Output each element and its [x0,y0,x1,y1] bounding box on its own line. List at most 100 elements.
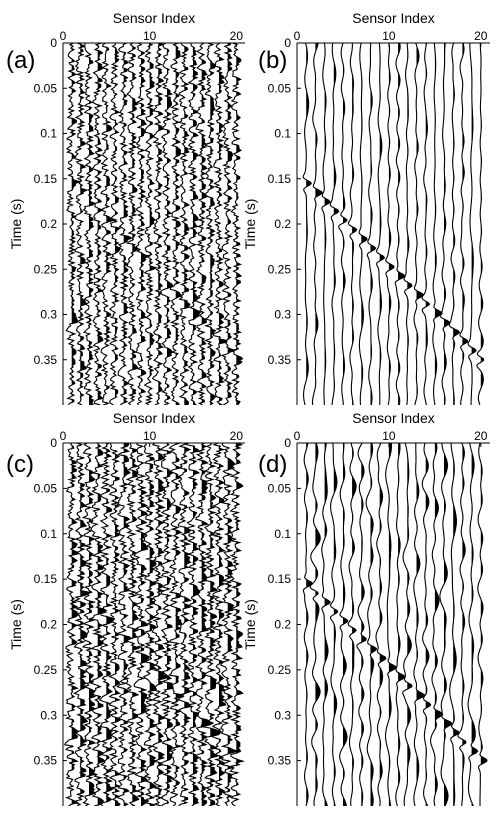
y-tick-label: 0.05 [268,81,292,95]
panel-d: 0 10 20 0 0.05 0.1 0.15 0.2 0.25 0.3 0.35 Sensor In… [242,410,490,806]
trace-4 [91,43,104,405]
trace-fill-18 [462,43,468,405]
trace-14 [421,443,432,806]
y-tick-label: 0.35 [268,754,292,768]
trace-1 [65,43,83,405]
y-tick-label: 0.35 [34,754,58,768]
trace-fill-11 [398,43,405,405]
trace-3 [81,443,97,806]
trace-fill-3 [324,443,331,806]
trace-fill-8 [132,443,139,806]
x-axis-title: Sensor Index [352,410,435,426]
trace-11 [151,443,170,806]
trace-16 [195,43,208,405]
trace-group [65,43,244,405]
trace-fill-5 [106,43,116,405]
trace-fill-16 [444,43,450,405]
trace-15 [185,443,201,806]
trace-4 [329,443,339,806]
trace-fill-1 [306,43,312,405]
trace-17 [200,443,222,806]
x-tick-label: 0 [60,429,67,443]
trace-12 [159,443,175,806]
trace-10 [385,43,395,405]
y-axis-title: Time (s) [8,199,24,250]
trace-17 [449,443,460,806]
y-tick-label: 0.1 [40,527,57,541]
y-axis-title: Time (s) [242,599,258,650]
y-tick-label: 0 [284,436,291,450]
trace-group [63,443,245,806]
trace-7 [117,43,134,405]
trace-fill-10 [388,43,394,405]
trace-19 [467,443,479,806]
trace-fill-9 [141,43,150,405]
trace-15 [430,443,444,806]
trace-20 [477,443,488,806]
trace-20 [230,43,244,405]
y-tick-label: 0.15 [268,172,292,186]
trace-18 [457,443,467,806]
trace-14 [178,43,191,405]
trace-4 [88,443,108,806]
trace-20 [476,43,485,405]
x-tick-label: 10 [382,29,396,43]
trace-15 [187,43,202,405]
trace-19 [220,43,237,405]
trace-16 [439,43,451,405]
trace-2 [73,443,90,806]
trace-6 [108,43,122,405]
trace-13 [169,43,183,405]
trace-11 [394,43,406,405]
x-tick-label: 20 [230,429,244,443]
x-axis-title: Sensor Index [352,10,435,26]
trace-7 [114,443,133,806]
trace-2 [309,443,321,806]
trace-fill-6 [352,43,357,405]
trace-fill-6 [115,43,120,405]
y-tick-label: 0.25 [34,663,58,677]
y-tick-label: 0.15 [34,572,58,586]
panel-label: (a) [6,47,35,74]
trace-5 [339,443,349,806]
trace-3 [321,443,331,806]
y-axis-title: Time (s) [242,199,258,250]
y-tick-label: 0.2 [40,217,57,231]
panel-label: (d) [258,451,287,478]
x-tick-label: 0 [294,429,301,443]
trace-5 [99,43,118,405]
trace-fill-4 [333,43,339,405]
trace-5 [98,443,116,806]
trace-6 [107,443,122,806]
y-tick-label: 0.15 [34,172,58,186]
y-tick-label: 0 [50,436,57,450]
trace-9 [375,443,387,806]
x-tick-label: 0 [294,29,301,43]
trace-fill-7 [361,443,367,806]
trace-18 [459,43,469,405]
y-axis-title: Time (s) [8,599,24,650]
trace-fill-2 [315,43,322,405]
trace-19 [467,43,477,405]
trace-fill-4 [333,443,338,806]
y-tick-label: 0.2 [274,217,291,231]
trace-17 [203,43,217,405]
trace-fill-15 [434,443,443,806]
trace-8 [125,43,139,405]
trace-1 [63,443,80,806]
x-tick-label: 10 [143,29,157,43]
y-tick-label: 0.1 [274,127,291,141]
trace-18 [210,443,227,806]
x-tick-label: 20 [230,29,244,43]
y-tick-label: 0 [284,36,291,50]
trace-12 [403,43,413,405]
trace-2 [74,43,89,405]
y-tick-label: 0.2 [274,618,291,632]
trace-1 [302,443,314,806]
trace-11 [151,43,165,405]
trace-7 [358,43,368,405]
x-axis-title: Sensor Index [113,10,196,26]
trace-1 [302,43,313,405]
trace-fill-5 [343,43,347,405]
